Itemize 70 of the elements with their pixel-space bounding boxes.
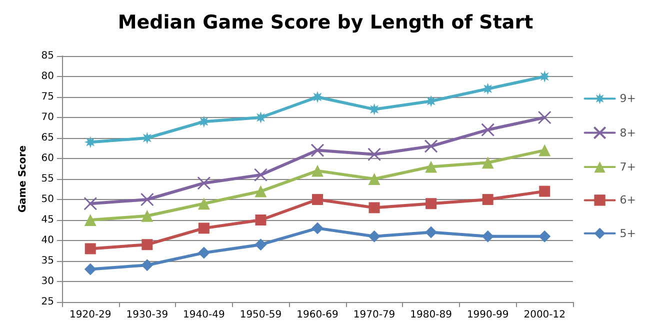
point	[84, 214, 96, 226]
x-tick-label: 1930-39	[126, 310, 168, 320]
x-tick-label: 1960-69	[296, 310, 338, 320]
point	[482, 194, 494, 205]
x-tick-label: 1940-49	[183, 310, 225, 320]
legend-label: 5+	[620, 226, 636, 240]
point	[141, 259, 154, 272]
point	[538, 144, 551, 156]
point	[426, 198, 437, 210]
point	[312, 222, 324, 234]
point	[84, 243, 96, 254]
y-tick-label: 60	[41, 153, 54, 164]
legend-label: 8+	[620, 126, 636, 140]
point	[310, 144, 324, 158]
point	[198, 116, 210, 128]
point	[368, 202, 380, 214]
point	[197, 176, 211, 190]
point	[84, 263, 96, 276]
point	[482, 156, 494, 169]
y-tick-label: 85	[41, 50, 54, 62]
y-tick-label: 55	[41, 174, 54, 184]
point	[84, 196, 98, 210]
point	[255, 214, 266, 226]
point	[312, 194, 323, 205]
y-tick-label: 65	[41, 132, 54, 144]
point	[312, 164, 324, 177]
point	[198, 198, 210, 210]
y-tick-label: 35	[41, 256, 54, 266]
point	[312, 91, 324, 103]
y-tick-label: 30	[41, 276, 54, 287]
y-tick-label: 40	[41, 235, 54, 246]
point	[198, 222, 210, 234]
legend-label: 7+	[620, 160, 636, 174]
y-tick-label: 50	[41, 194, 54, 205]
y-tick-label: 45	[41, 214, 54, 226]
point	[538, 70, 551, 82]
point	[425, 160, 438, 173]
y-axis-title: Game Score	[18, 145, 28, 213]
point	[368, 230, 380, 242]
y-tick-label: 80	[41, 71, 54, 82]
x-tick-label: 1970-79	[353, 310, 396, 320]
point	[538, 110, 552, 124]
point	[254, 185, 267, 198]
point	[368, 173, 380, 185]
x-tick-label: 1950-59	[240, 310, 282, 320]
point	[482, 82, 494, 95]
legend-label: 6+	[620, 194, 636, 207]
point	[141, 210, 154, 222]
point	[538, 230, 551, 242]
point	[481, 123, 495, 137]
y-tick-label: 75	[41, 92, 54, 102]
x-tick-label: 2000-12	[524, 310, 566, 320]
x-tick-label: 1980-89	[410, 310, 452, 320]
legend-label: 9+	[620, 92, 636, 106]
point	[140, 192, 154, 206]
point	[425, 95, 438, 108]
point	[424, 139, 438, 153]
point	[539, 186, 550, 197]
point	[254, 168, 268, 182]
point	[482, 230, 494, 242]
point	[254, 238, 267, 251]
point	[142, 239, 153, 250]
y-tick-label: 25	[41, 296, 54, 308]
x-tick-label: 1990-99	[466, 310, 509, 320]
point	[198, 246, 210, 259]
chart-title: Median Game Score by Length of Start	[118, 12, 534, 34]
x-tick-label: 1920-29	[69, 310, 112, 320]
point	[368, 148, 382, 162]
point	[425, 226, 438, 238]
y-tick-label: 70	[41, 112, 54, 123]
